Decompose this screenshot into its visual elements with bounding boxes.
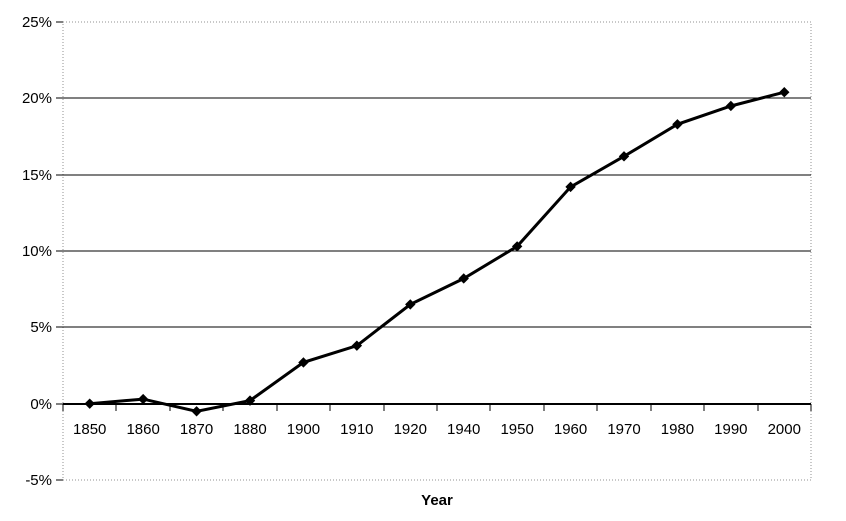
y-tick-label: 20% xyxy=(22,90,52,107)
data-point xyxy=(351,340,363,351)
x-tick-label: 2000 xyxy=(768,421,801,438)
data-point xyxy=(618,151,630,162)
x-tick-label: 1970 xyxy=(607,421,640,438)
data-point xyxy=(458,273,469,284)
y-tick-label: 10% xyxy=(22,243,52,260)
x-tick-label: 1990 xyxy=(714,421,747,438)
y-tick-label: 5% xyxy=(30,319,52,336)
data-point xyxy=(511,241,523,252)
x-tick-label: 1960 xyxy=(554,421,587,438)
x-tick-label: 1920 xyxy=(394,421,427,438)
data-point xyxy=(191,406,202,417)
y-tick-label: 0% xyxy=(30,396,52,413)
x-tick-label: 1940 xyxy=(447,421,480,438)
y-tick-label: 25% xyxy=(22,14,52,31)
data-point xyxy=(725,100,737,112)
data-point xyxy=(137,393,149,405)
data-point xyxy=(672,119,683,130)
x-tick-label: 1980 xyxy=(661,421,694,438)
x-tick-label: 1910 xyxy=(340,421,373,438)
x-tick-label: 1950 xyxy=(500,421,533,438)
x-tick-label: 1850 xyxy=(73,421,106,438)
data-point xyxy=(84,398,95,409)
y-tick-label: 15% xyxy=(22,167,52,184)
data-point xyxy=(244,395,256,406)
x-axis-title: Year xyxy=(421,492,453,509)
x-tick-label: 1860 xyxy=(126,421,159,438)
data-point xyxy=(298,357,309,368)
data-point xyxy=(779,87,790,98)
data-point xyxy=(405,299,416,310)
series-line xyxy=(89,90,785,413)
x-tick-label: 1900 xyxy=(287,421,320,438)
x-tick-label: 1880 xyxy=(233,421,266,438)
y-tick-label: -5% xyxy=(25,472,52,489)
x-tick-label: 1870 xyxy=(180,421,213,438)
data-point xyxy=(565,181,576,193)
